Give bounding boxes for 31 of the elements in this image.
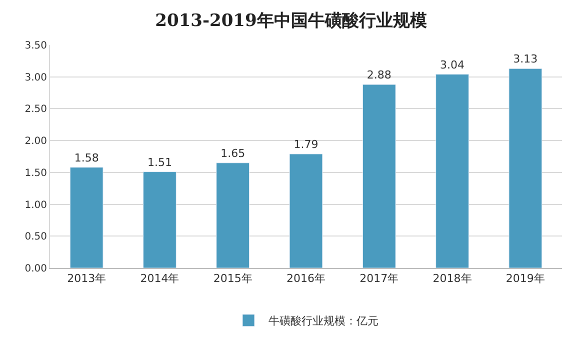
data-label: 3.13 <box>513 52 538 66</box>
x-tick-label: 2013年 <box>67 272 106 286</box>
text: 0.50 <box>24 232 47 243</box>
bar <box>143 172 176 268</box>
legend-label: 牛磺酸行业规模：亿元 <box>268 314 378 328</box>
bar <box>362 84 396 268</box>
x-tick-label: 2019年 <box>506 272 545 286</box>
text: 1.50 <box>24 168 47 179</box>
text: 2.00 <box>24 136 47 148</box>
text: 3.00 <box>24 72 47 84</box>
x-tick-label: 2014年 <box>140 272 180 286</box>
data-label: 1.58 <box>74 151 99 164</box>
chart-title: 2013-2019年中国牛磺酸行业规模 <box>155 10 427 31</box>
x-tick-label: 2018年 <box>432 272 472 286</box>
text: 1.00 <box>24 200 47 211</box>
text: 0.00 <box>24 264 47 274</box>
bar <box>216 162 250 268</box>
data-label: 3.04 <box>440 58 465 72</box>
data-label: 1.65 <box>220 146 246 160</box>
data-label: 1.51 <box>147 156 172 169</box>
bar <box>436 74 469 268</box>
text: 2.50 <box>24 104 47 116</box>
bar <box>508 68 542 268</box>
text: 3.50 <box>24 40 47 52</box>
data-label: 1.79 <box>294 138 318 151</box>
data-label: 2.88 <box>366 68 392 82</box>
bar <box>289 154 323 268</box>
x-tick-label: 2015年 <box>213 272 252 286</box>
x-tick-label: 2016年 <box>286 272 326 286</box>
bar <box>70 167 104 268</box>
x-tick-label: 2017年 <box>360 272 399 286</box>
